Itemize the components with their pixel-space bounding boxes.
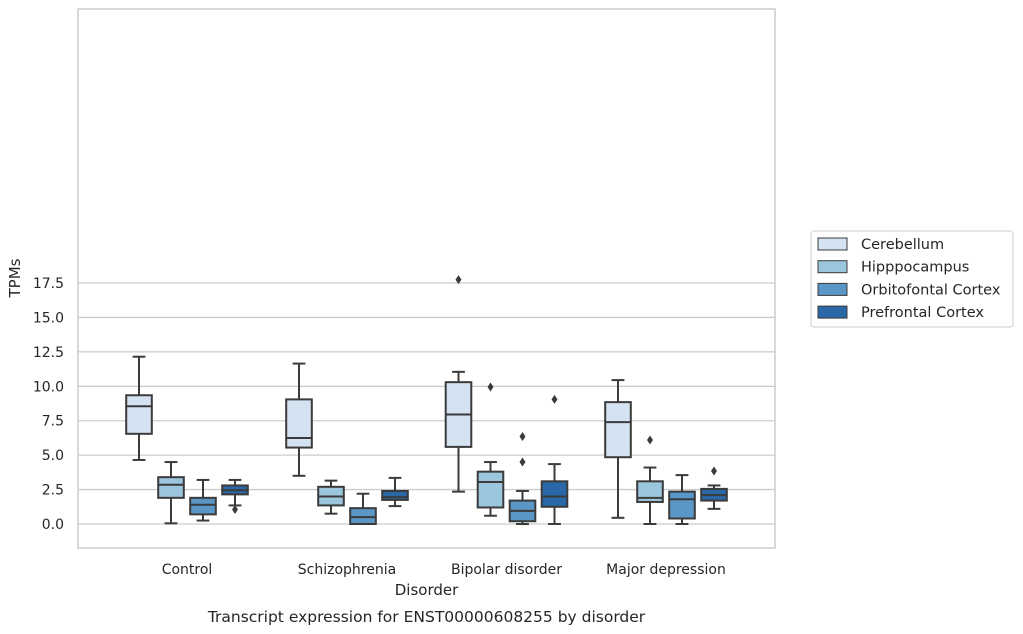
box-iqr [540, 480, 569, 508]
y-axis-ticks: 0.0 2.5 5.0 7.5 10.0 12.5 15.0 17.5 [33, 276, 64, 533]
y-tick-label: 10.0 [33, 379, 64, 395]
box [508, 432, 537, 525]
outlier-point [519, 432, 526, 442]
box-iqr [476, 470, 505, 509]
legend-item: Orbitofontal Cortex [817, 282, 1001, 298]
box [317, 479, 345, 515]
legend-item: Hipppocampus [817, 260, 969, 276]
y-tick-label: 0.0 [42, 517, 64, 533]
box [157, 461, 185, 525]
outlier-point [487, 382, 494, 392]
box [349, 492, 377, 525]
box-iqr [157, 476, 185, 499]
y-tick-label: 12.5 [33, 345, 64, 361]
outlier-point [519, 457, 526, 467]
box [221, 478, 249, 515]
outlier-point [711, 466, 717, 476]
legend-swatch [817, 237, 848, 251]
box-iqr [668, 490, 696, 520]
y-tick-label: 5.0 [42, 448, 64, 464]
outlier-point [551, 394, 558, 404]
box [189, 478, 217, 522]
box [476, 382, 505, 517]
x-tick-label: Schizophrenia [298, 562, 396, 578]
category-group [444, 275, 569, 525]
box [381, 476, 409, 508]
y-axis-label: TPMs [6, 258, 24, 298]
x-tick-label: Bipolar disorder [451, 562, 562, 578]
outlier-point [232, 505, 238, 515]
box-iqr [636, 480, 664, 503]
category-group [604, 379, 728, 525]
box-iqr [285, 398, 313, 449]
outlier-point [647, 435, 653, 445]
x-tick-label: Control [162, 562, 213, 578]
box [125, 355, 153, 461]
box-iqr [349, 507, 377, 525]
legend-swatch [817, 260, 848, 274]
y-tick-label: 15.0 [33, 310, 64, 326]
legend-frame [810, 230, 1014, 328]
box-iqr [125, 394, 153, 435]
x-tick-label: Major depression [606, 562, 726, 578]
legend-label: Prefrontal Cortex [861, 305, 984, 321]
legend-swatch [817, 305, 848, 319]
box [636, 435, 664, 525]
grid-lines [78, 282, 775, 525]
y-tick-label: 2.5 [42, 483, 64, 499]
box [700, 466, 728, 510]
plot-area-border [77, 8, 776, 549]
legend-item: Cerebellum [817, 237, 944, 253]
box-groups [125, 275, 728, 525]
legend-label: Orbitofontal Cortex [861, 282, 1001, 298]
x-axis-label: Disorder [395, 581, 459, 599]
legend-label: Hipppocampus [861, 260, 969, 276]
box [285, 362, 313, 477]
legend-swatch [817, 282, 848, 296]
chart-caption: Transcript expression for ENST0000060825… [207, 608, 646, 626]
legend-label: Cerebellum [861, 237, 944, 253]
outlier-point [455, 275, 462, 285]
box-iqr [381, 489, 409, 501]
box-iqr [604, 401, 632, 459]
legend-item: Prefrontal Cortex [817, 305, 984, 321]
y-tick-label: 7.5 [42, 414, 64, 430]
box [540, 394, 569, 525]
legend: Cerebellum Hipppocampus Orbitofontal Corte… [810, 230, 1014, 328]
box-iqr [189, 496, 217, 516]
y-tick-label: 17.5 [33, 276, 64, 292]
category-group [125, 355, 249, 525]
box [604, 379, 632, 519]
x-axis-ticks: Control Schizophrenia Bipolar disorder Majo… [162, 562, 726, 578]
category-group [285, 362, 409, 525]
box [668, 474, 696, 525]
box [444, 275, 473, 493]
